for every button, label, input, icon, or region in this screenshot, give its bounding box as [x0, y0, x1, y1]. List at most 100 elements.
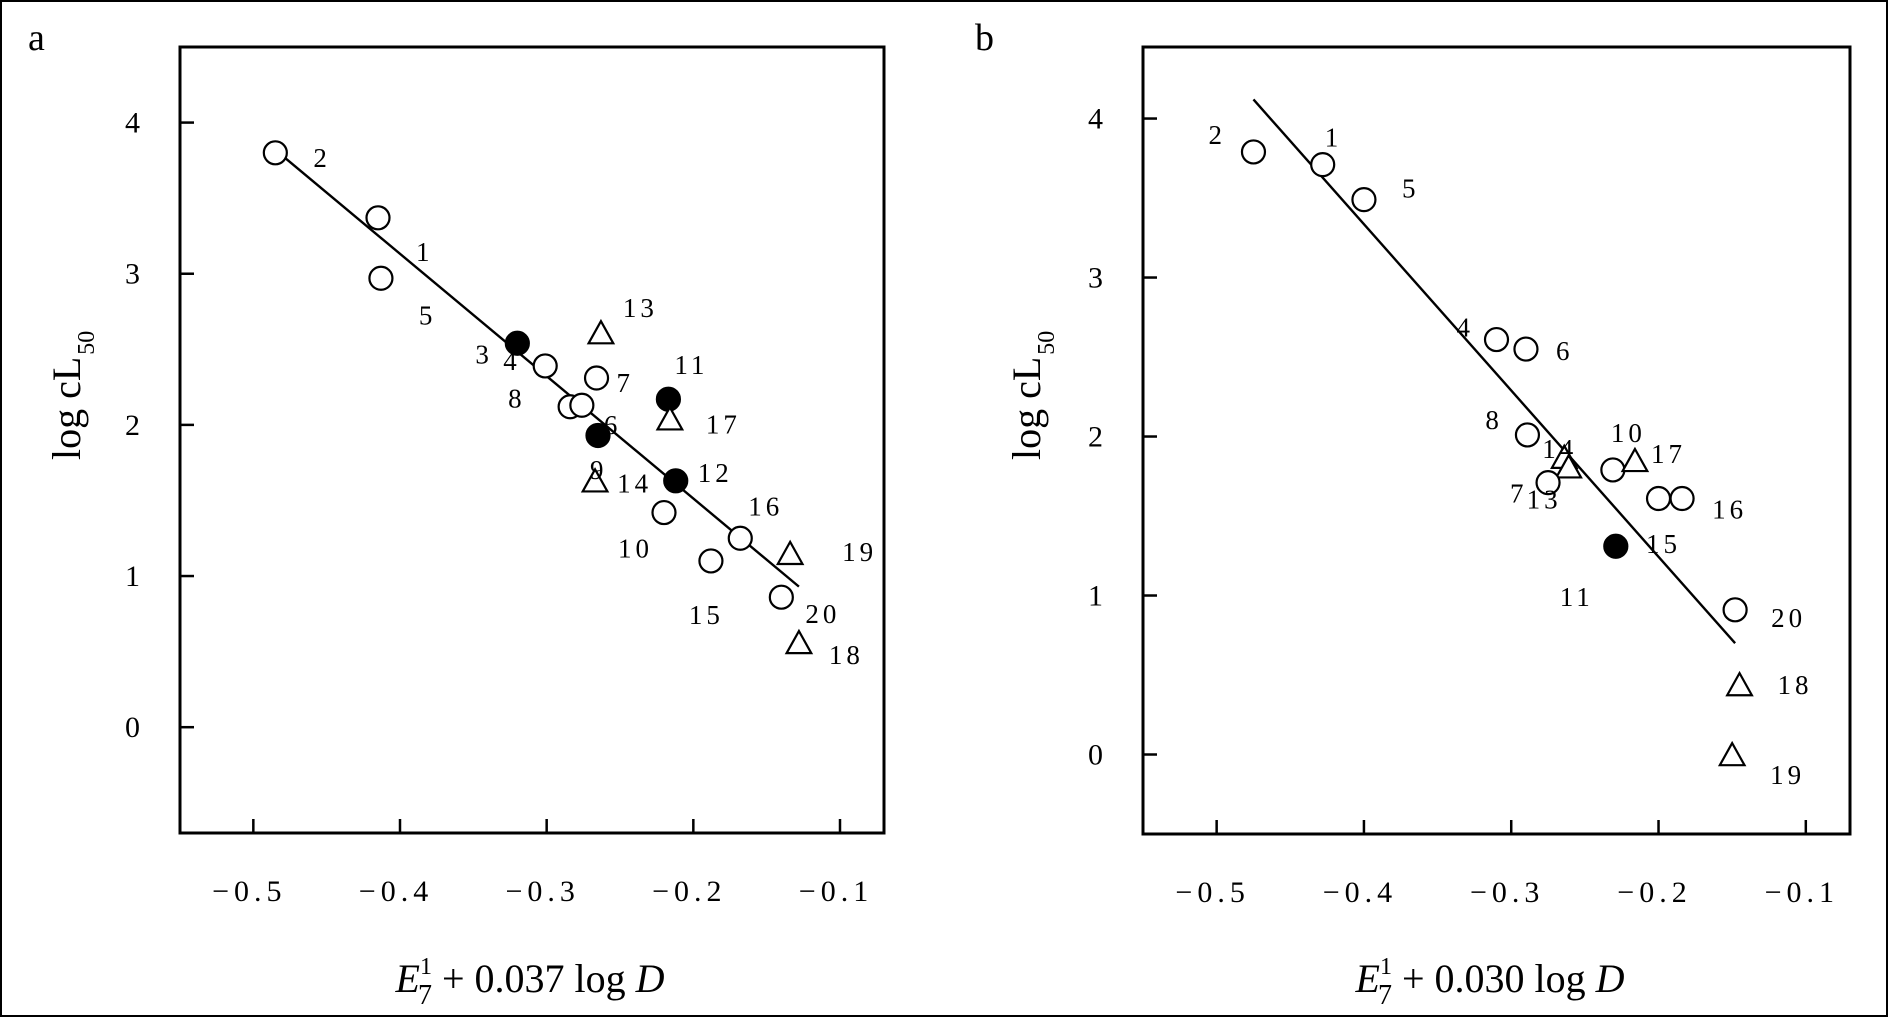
panel-a-point-label-13: 13	[623, 293, 658, 323]
panel-a-y-axis-title: log cL50	[44, 331, 100, 460]
panel-b-point-label-13: 13	[1527, 484, 1562, 514]
panel-a-point-14-triangle	[580, 467, 610, 493]
panel-b-y-title-main: log cL	[1004, 357, 1049, 460]
panel-a-point-11-filled-circle	[655, 386, 682, 412]
panel-a-point-label-17: 17	[706, 409, 741, 439]
panel-a-point-label-6: 6	[604, 410, 622, 440]
panel-a-y-tick-label: 1	[125, 560, 140, 593]
panel-b-point-18-triangle	[1725, 670, 1754, 697]
panel-b-point-5-circle	[1351, 187, 1377, 213]
panel-a-point-label-10: 10	[618, 534, 653, 564]
panel-b-point-label-10: 10	[1611, 418, 1646, 448]
panel-a-point-label-14: 14	[617, 468, 652, 498]
panel-b-point-1-circle	[1310, 152, 1336, 178]
panel-a-y-tick-label: 4	[125, 107, 140, 140]
panel-a-point-label-15: 15	[689, 600, 724, 630]
panel-b-point-10-circle	[1600, 457, 1626, 483]
panel-a-point-label-11: 11	[674, 350, 708, 380]
panel-b-point-2-circle	[1240, 139, 1267, 165]
panel-a-point-7-circle	[583, 365, 610, 391]
panel-a-point-17-triangle	[655, 405, 685, 431]
panel-a-point-label-7: 7	[617, 368, 635, 398]
panel-a-point-13-triangle	[586, 318, 616, 345]
panel-b-point-label-16: 16	[1712, 495, 1747, 525]
panel-b-point-label-19: 19	[1770, 760, 1805, 790]
panel-b-plot-area	[1141, 45, 1852, 836]
panel-a-markers	[262, 140, 814, 655]
panel-a-y-title-subscript: 50	[74, 331, 100, 355]
panel-a-point-label-2: 2	[313, 143, 331, 173]
panel-a-point-label-20: 20	[805, 599, 840, 629]
panel-b-point-label-4: 4	[1457, 313, 1475, 343]
panel-a-point-label-8: 8	[508, 384, 525, 414]
panel-a-point-label-12: 12	[698, 458, 733, 488]
panel-b-point-19-triangle	[1717, 740, 1747, 767]
panel-a-y-title-main: log cL	[44, 357, 89, 460]
panel-b-y-tick-label: 0	[1088, 739, 1103, 772]
panel-b-axes: 0 1 2 3 4 −0.5 −0.4 −0.3 −0.2 −0.1	[1088, 103, 1839, 909]
panel-b-point-16a-circle	[1645, 485, 1672, 512]
panel-b-y-tick-label: 2	[1088, 421, 1103, 454]
panel-b-point-label-18: 18	[1778, 670, 1813, 700]
panel-a-x-tick-label: −0.1	[799, 875, 873, 908]
panel-a-point-5-circle	[368, 265, 394, 291]
panel-b-x-title-symbol: E	[1355, 956, 1380, 1001]
panel-b-point-label-14: 14	[1542, 434, 1577, 464]
panel-a-point-2-circle	[262, 140, 288, 166]
panel-b-point-17-triangle	[1620, 446, 1650, 473]
panel-b-point-8-circle	[1514, 422, 1541, 448]
panel-b-point-7-circle	[1535, 470, 1561, 496]
panel-b-label: b	[975, 17, 994, 59]
panel-a-point-10-circle	[651, 499, 677, 526]
panel-a-label: a	[28, 17, 45, 59]
panel-b-point-6-circle	[1513, 336, 1539, 362]
panel-b-point-label-20: 20	[1771, 603, 1806, 633]
panel-a-x-tick-label: −0.2	[652, 875, 726, 908]
panel-b-x-tick-label: −0.4	[1323, 876, 1397, 909]
panel-b-x-tick-label: −0.3	[1470, 876, 1544, 909]
panel-a-x-tick-label: −0.4	[359, 875, 433, 908]
panel-a-point-4-circle	[532, 353, 558, 379]
panel-a-x-title-superscript: 1	[420, 954, 432, 980]
panel-b-point-label-7: 7	[1510, 479, 1528, 509]
panel-a-point-label-5: 5	[419, 300, 437, 330]
panel-a-y-tick-label: 2	[125, 409, 140, 442]
panel-b-markers	[1240, 139, 1754, 767]
panel-b-fit-layer	[1252, 98, 1737, 645]
panel-a-point-15-circle	[698, 548, 724, 574]
panel-a-point-18-triangle	[784, 628, 814, 655]
panel-a-point-1-circle	[365, 205, 391, 231]
panel-b-x-title-last: D	[1595, 956, 1625, 1001]
panel-b-y-tick-label: 1	[1088, 580, 1103, 613]
panel-b-x-tick-label: −0.5	[1175, 876, 1249, 909]
panel-b-x-tick-label: −0.2	[1617, 876, 1691, 909]
panel-a-point-6-circle	[569, 392, 595, 418]
panel-a-point-16-circle	[727, 525, 753, 551]
panel-b-point-20-circle	[1722, 597, 1748, 623]
panel-a-x-title-rest: + 0.037 log	[432, 956, 636, 1001]
panel-b-x-tick-label: −0.1	[1765, 876, 1839, 909]
panel-b-y-title-subscript: 50	[1034, 331, 1060, 355]
panel-b-point-label-15: 15	[1646, 529, 1681, 559]
panel-b-point-label-17: 17	[1651, 439, 1686, 469]
panel-a-point-label-1: 1	[416, 237, 434, 267]
panel-a-point-label-18: 18	[829, 640, 864, 670]
panel-a-y-tick-label: 0	[125, 711, 140, 744]
panel-a-x-title-symbol: E	[395, 956, 420, 1001]
panel-a-point-20-circle	[768, 584, 794, 610]
panel-a-point-19-triangle	[775, 539, 805, 566]
panel-a-x-axis-title: E1 7 + 0.037 log D	[395, 954, 665, 1011]
panel-a-x-title-subscript: 7	[418, 980, 432, 1011]
panel-b-point-label-5: 5	[1402, 174, 1420, 204]
panel-a-point-12-filled-circle	[663, 468, 689, 494]
panel-b-x-title-subscript: 7	[1378, 980, 1392, 1011]
panel-b-point-label-8: 8	[1485, 405, 1503, 435]
panel-b-point-label-11: 11	[1560, 582, 1594, 612]
